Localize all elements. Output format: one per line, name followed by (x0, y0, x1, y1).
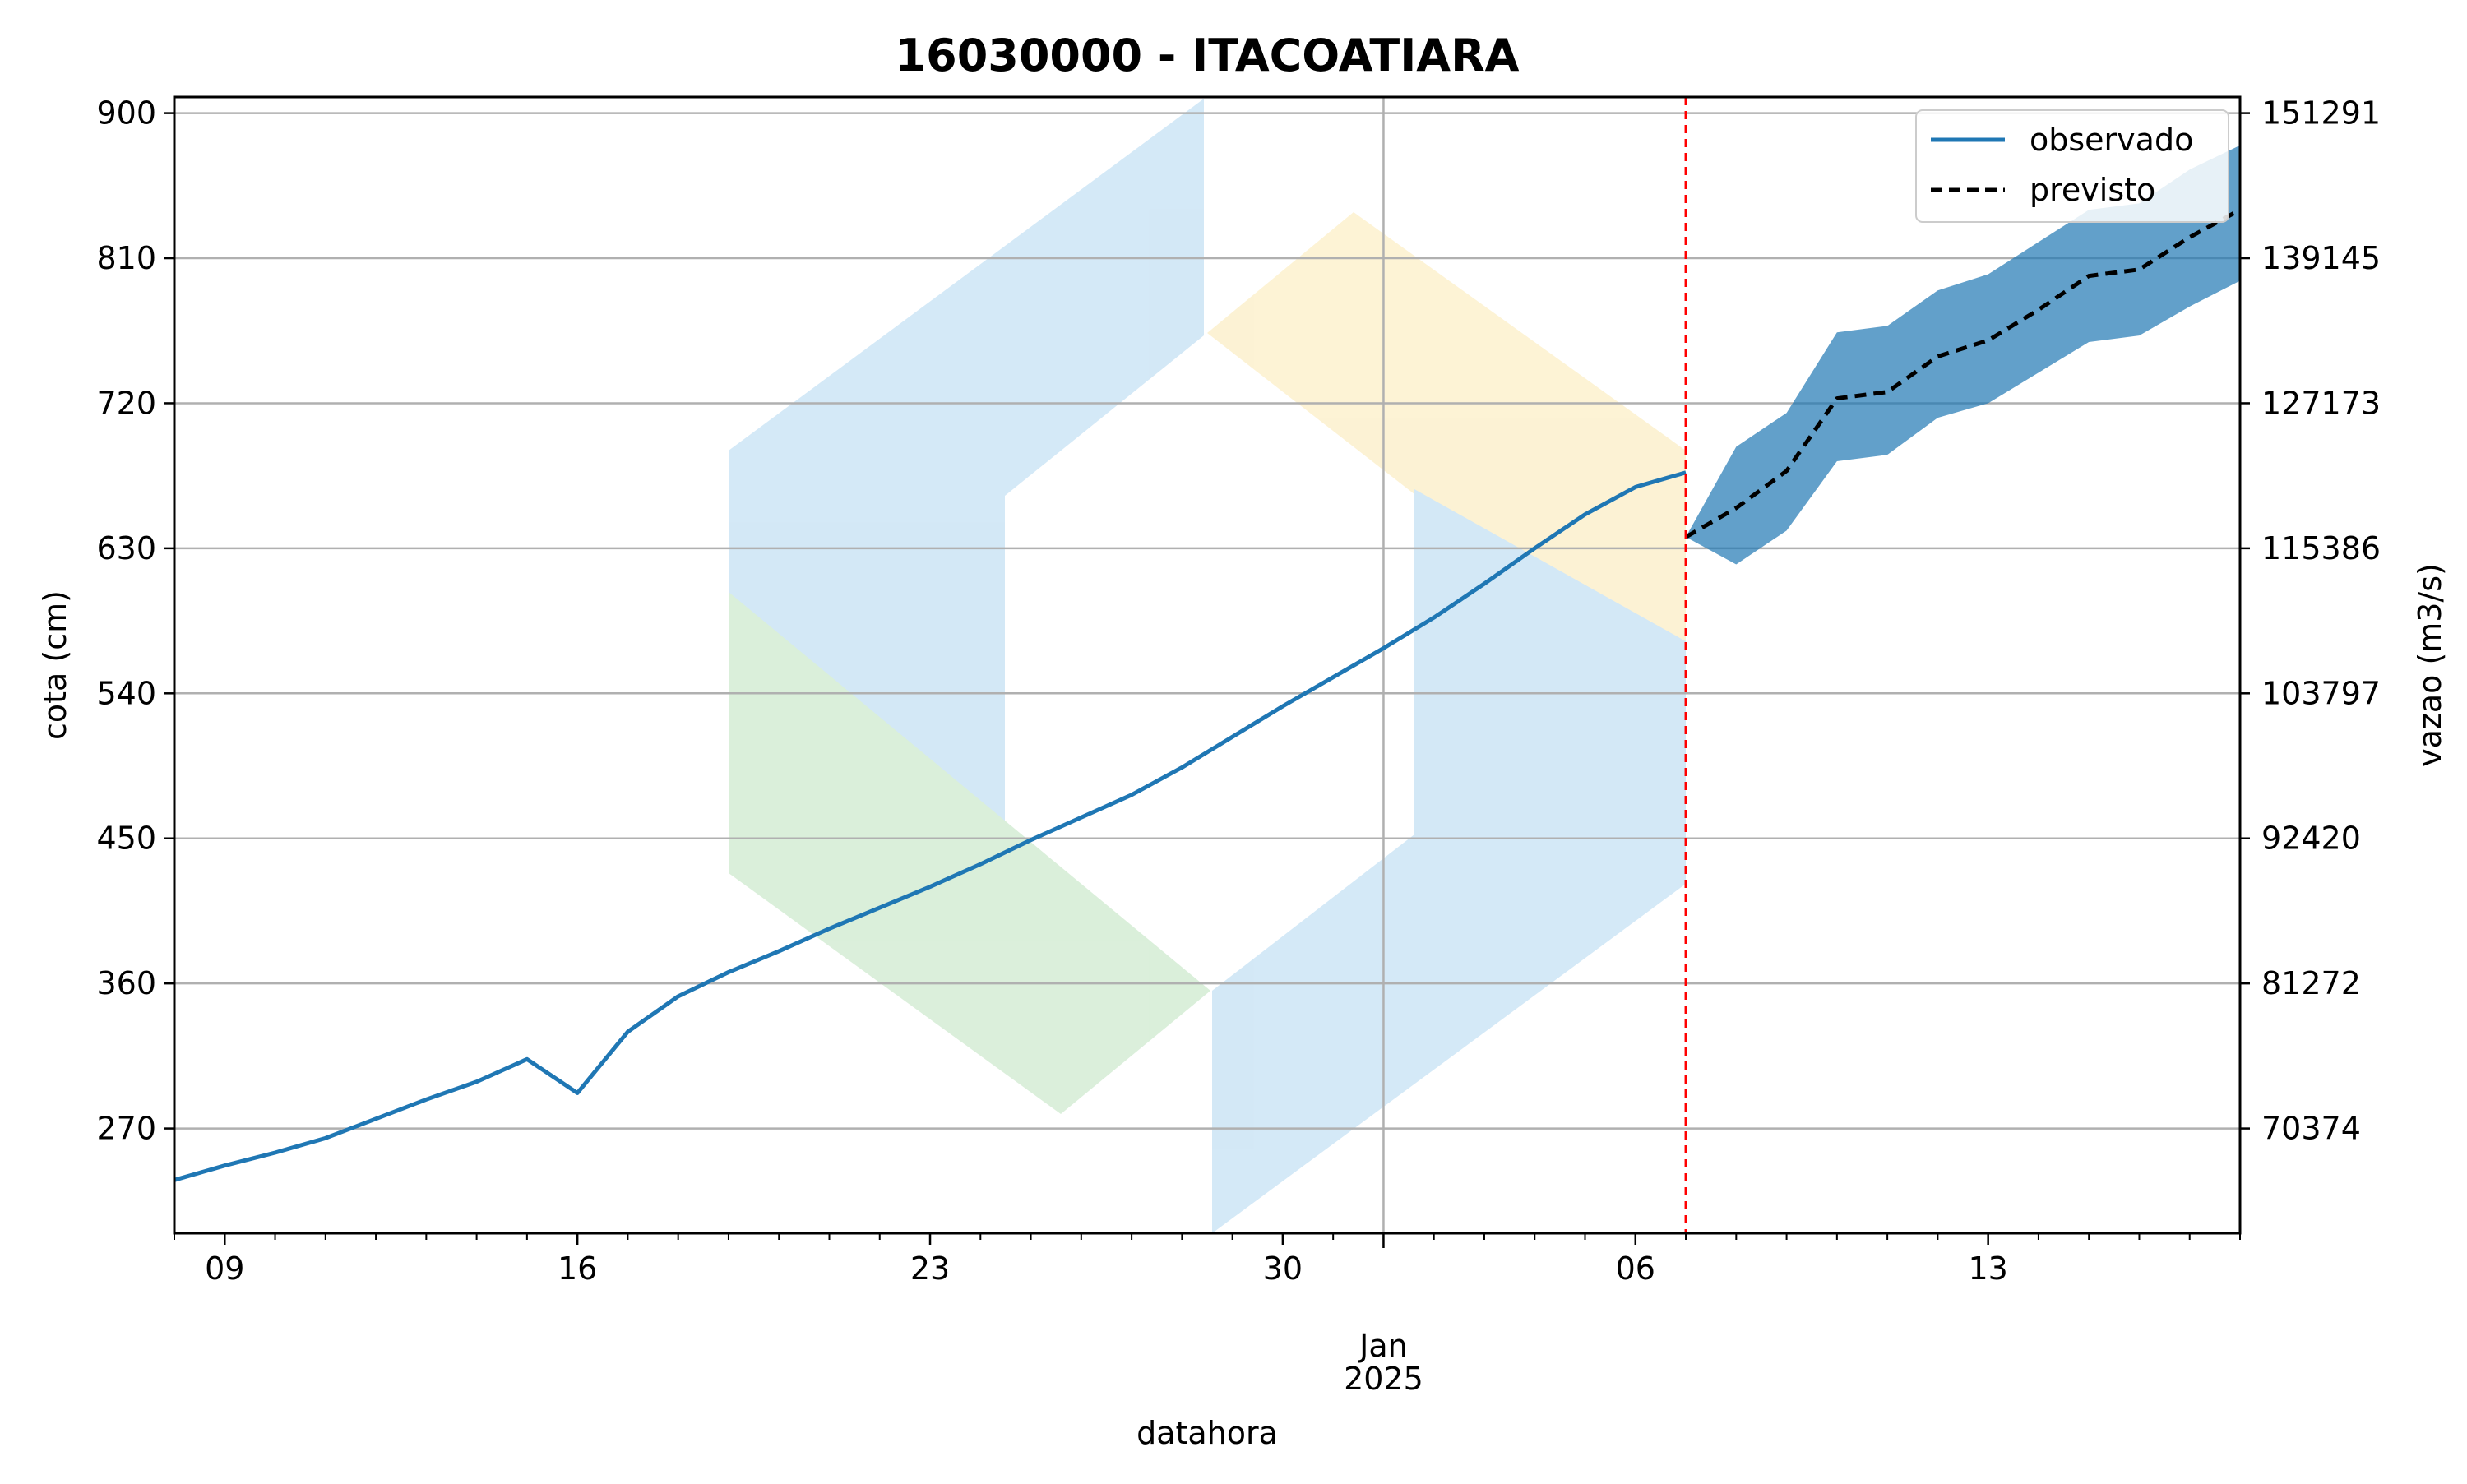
y-tick-label-right: 151291 (2261, 95, 2381, 132)
y-axis-label-right: vazao (m3/s) (2412, 563, 2448, 767)
series-layer (174, 208, 2242, 1182)
y-tick-label-left: 450 (96, 821, 156, 857)
y-tick-label-left: 810 (96, 240, 156, 276)
watermark-logo (729, 99, 1686, 1233)
y-axis-left: 270 360 450 540 630 720 810 900 (96, 95, 174, 1147)
x-tick-label: 06 (1616, 1251, 1655, 1287)
forecast-band-layer (1686, 145, 2240, 565)
y-tick-label-right: 127173 (2261, 385, 2381, 421)
y-tick-label-left: 360 (96, 965, 156, 1001)
gridlines (174, 97, 2240, 1233)
y-tick-label-left: 540 (96, 675, 156, 711)
x-tick-label: 23 (910, 1251, 950, 1287)
y-tick-label-left: 630 (96, 530, 156, 566)
y-tick-label-right: 81272 (2261, 965, 2361, 1001)
y-axis-right: 70374 81272 92420 103797 115386 127173 139145 1… (2240, 95, 2381, 1147)
x-axis-label: datahora (1136, 1415, 1278, 1451)
x-tick-label-month: Jan (1358, 1328, 1408, 1364)
x-tick-label-year: 2025 (1344, 1361, 1423, 1397)
y-tick-label-left: 720 (96, 385, 156, 421)
series-line-previsto (1684, 208, 2242, 539)
y-tick-label-right: 115386 (2261, 530, 2381, 566)
series-line-observado (174, 470, 1687, 1182)
chart-title: 16030000 - ITACOATIARA (896, 30, 1520, 81)
legend-label-observado: observado (2030, 122, 2193, 158)
y-tick-label-left: 270 (96, 1111, 156, 1147)
y-tick-label-right: 103797 (2261, 675, 2381, 711)
x-tick-label: 13 (1968, 1251, 2007, 1287)
x-tick-label: 16 (558, 1251, 597, 1287)
y-axis-label-left: cota (cm) (37, 590, 73, 740)
plot-frame (173, 95, 2242, 1235)
y-tick-label-right: 70374 (2261, 1111, 2361, 1147)
y-tick-label-right: 92420 (2261, 821, 2361, 857)
y-tick-label-left: 900 (96, 95, 156, 132)
forecast-band (1686, 145, 2240, 565)
legend: observado previsto (1915, 109, 2229, 223)
x-tick-label: 09 (205, 1251, 244, 1287)
legend-label-previsto: previsto (2030, 172, 2155, 208)
y-tick-label-right: 139145 (2261, 240, 2381, 276)
x-tick-label: 30 (1263, 1251, 1303, 1287)
